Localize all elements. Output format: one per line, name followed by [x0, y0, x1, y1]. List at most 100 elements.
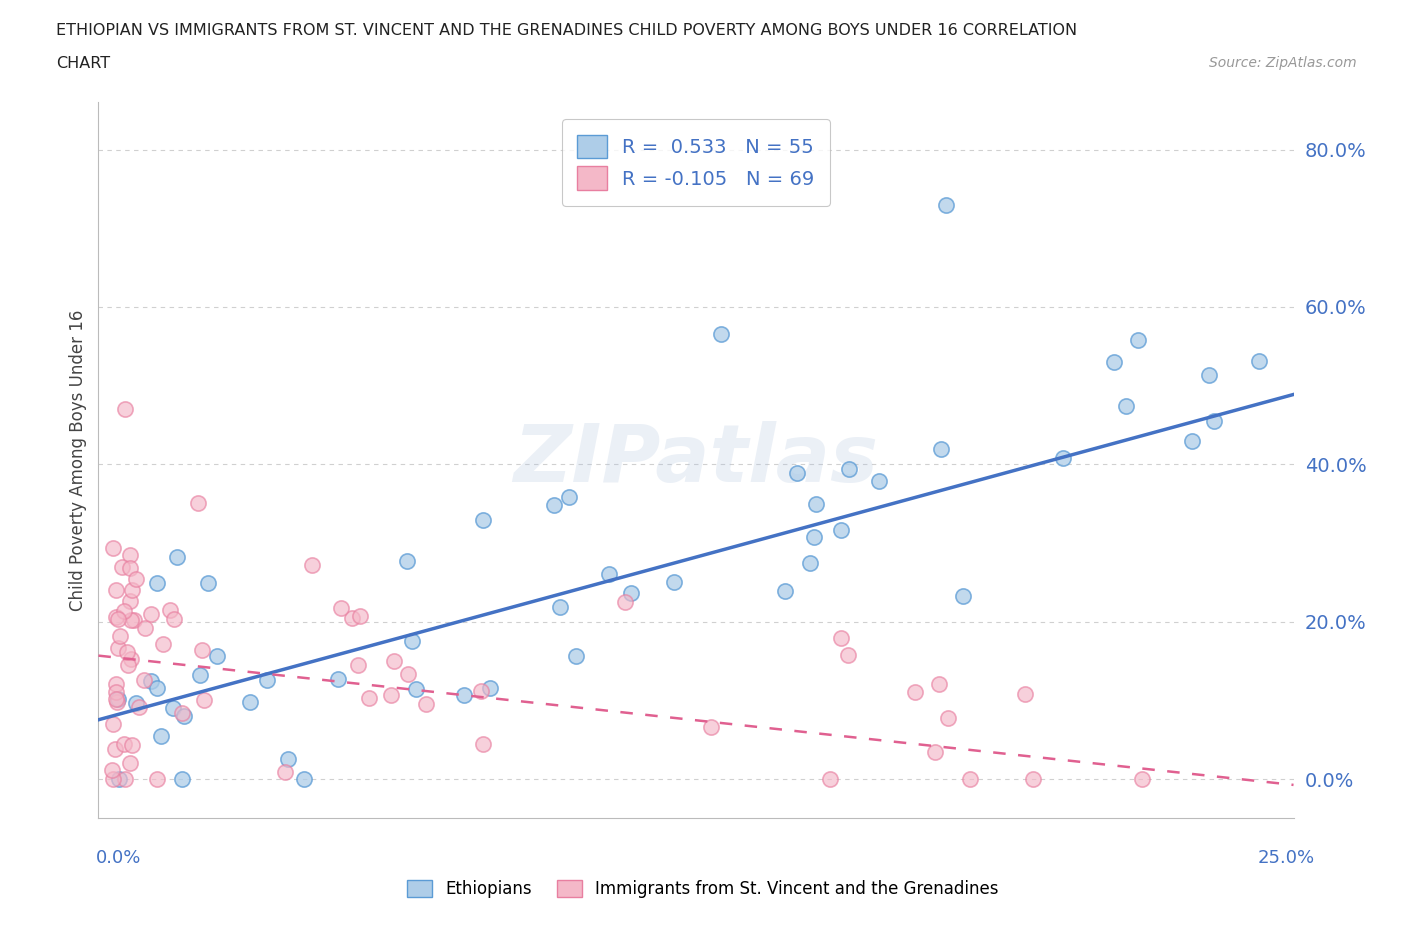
- Point: [107, 641, 129, 656]
- Point: [112, 604, 135, 618]
- Point: [121, 737, 143, 752]
- Point: [188, 668, 211, 683]
- Point: [924, 745, 946, 760]
- Point: [292, 772, 315, 787]
- Point: [472, 513, 495, 528]
- Point: [256, 672, 278, 687]
- Point: [104, 742, 127, 757]
- Point: [301, 558, 323, 573]
- Point: [274, 764, 297, 779]
- Point: [614, 594, 637, 609]
- Point: [132, 672, 155, 687]
- Point: [162, 700, 184, 715]
- Point: [166, 550, 188, 565]
- Point: [114, 402, 136, 417]
- Point: [141, 673, 163, 688]
- Point: [340, 610, 363, 625]
- Point: [152, 637, 174, 652]
- Point: [470, 684, 492, 698]
- Point: [120, 652, 142, 667]
- Point: [101, 717, 124, 732]
- Point: [1204, 413, 1226, 428]
- Point: [543, 498, 565, 512]
- Point: [837, 647, 859, 662]
- Point: [1198, 368, 1220, 383]
- Point: [700, 719, 723, 734]
- Point: [172, 772, 194, 787]
- Point: [146, 576, 169, 591]
- Point: [349, 609, 371, 624]
- Point: [122, 613, 145, 628]
- Point: [803, 530, 825, 545]
- Point: [128, 700, 150, 715]
- Text: CHART: CHART: [56, 56, 110, 71]
- Point: [1181, 433, 1204, 448]
- Point: [146, 681, 169, 696]
- Text: ZIPatlas: ZIPatlas: [513, 421, 879, 499]
- Point: [101, 772, 124, 787]
- Point: [108, 772, 131, 787]
- Point: [125, 696, 148, 711]
- Point: [936, 711, 959, 725]
- Point: [1014, 686, 1036, 701]
- Legend: R =  0.533   N = 55, R = -0.105   N = 69: R = 0.533 N = 55, R = -0.105 N = 69: [562, 119, 830, 206]
- Text: Source: ZipAtlas.com: Source: ZipAtlas.com: [1209, 56, 1357, 70]
- Point: [775, 583, 797, 598]
- Point: [239, 694, 262, 709]
- Text: ETHIOPIAN VS IMMIGRANTS FROM ST. VINCENT AND THE GRENADINES CHILD POVERTY AMONG : ETHIOPIAN VS IMMIGRANTS FROM ST. VINCENT…: [56, 23, 1077, 38]
- Point: [134, 620, 156, 635]
- Point: [1115, 398, 1137, 413]
- Point: [838, 462, 860, 477]
- Point: [1022, 772, 1045, 787]
- Point: [799, 556, 821, 571]
- Point: [120, 612, 142, 627]
- Point: [101, 763, 124, 777]
- Point: [1249, 353, 1271, 368]
- Point: [347, 658, 370, 672]
- Point: [205, 648, 228, 663]
- Point: [170, 706, 193, 721]
- Point: [330, 600, 353, 615]
- Point: [415, 697, 437, 711]
- Point: [396, 666, 419, 681]
- Point: [197, 576, 219, 591]
- Point: [117, 658, 139, 672]
- Point: [904, 684, 927, 699]
- Point: [121, 582, 143, 597]
- Point: [1052, 451, 1074, 466]
- Point: [104, 609, 127, 624]
- Point: [115, 644, 138, 659]
- Point: [935, 197, 957, 212]
- Point: [326, 671, 349, 686]
- Point: [120, 755, 142, 770]
- Point: [831, 631, 853, 645]
- Point: [471, 737, 494, 751]
- Point: [112, 737, 135, 751]
- Point: [139, 606, 162, 621]
- Point: [952, 589, 974, 604]
- Point: [104, 692, 127, 707]
- Point: [277, 751, 299, 766]
- Legend: Ethiopians, Immigrants from St. Vincent and the Grenadines: Ethiopians, Immigrants from St. Vincent …: [401, 873, 1005, 905]
- Point: [118, 593, 141, 608]
- Point: [929, 442, 952, 457]
- Point: [478, 681, 501, 696]
- Point: [107, 611, 129, 626]
- Point: [104, 684, 127, 699]
- Point: [359, 691, 381, 706]
- Point: [114, 772, 136, 787]
- Point: [105, 583, 128, 598]
- Point: [1102, 354, 1125, 369]
- Point: [193, 693, 215, 708]
- Point: [959, 772, 981, 787]
- Point: [396, 553, 419, 568]
- Point: [405, 682, 427, 697]
- Point: [190, 643, 212, 658]
- Point: [401, 633, 423, 648]
- Point: [149, 728, 172, 743]
- Point: [710, 327, 733, 342]
- Point: [146, 772, 169, 787]
- Text: 25.0%: 25.0%: [1257, 849, 1315, 868]
- Point: [598, 566, 620, 581]
- Point: [163, 611, 186, 626]
